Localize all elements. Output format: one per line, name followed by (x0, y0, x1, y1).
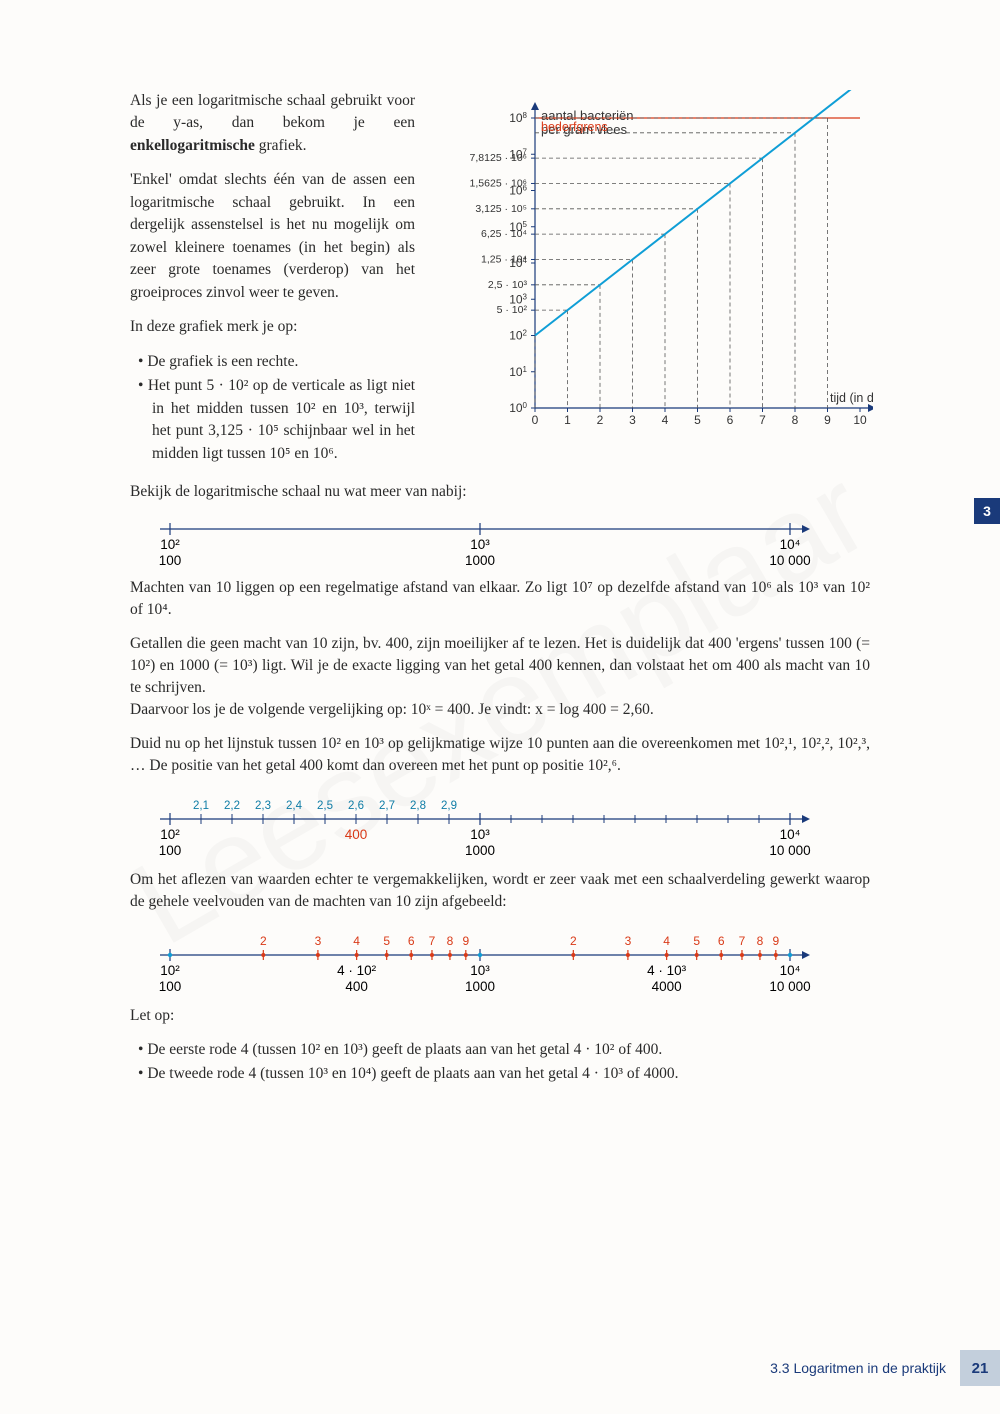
svg-text:6: 6 (727, 413, 734, 427)
svg-text:10²: 10² (160, 963, 180, 978)
svg-text:10³: 10³ (470, 827, 490, 842)
svg-text:bederfgrens: bederfgrens (541, 120, 608, 134)
svg-text:3,125 · 10⁵: 3,125 · 10⁵ (475, 203, 527, 215)
svg-text:0: 0 (532, 413, 539, 427)
svg-text:10⁴: 10⁴ (780, 537, 801, 552)
mid-p4: Daarvoor los je de volgende vergelijking… (130, 699, 870, 721)
footer-section: 3.3 Logaritmen in de praktijk (770, 1360, 946, 1376)
svg-text:4000: 4000 (652, 979, 682, 994)
svg-text:7: 7 (429, 934, 436, 948)
mid-p6: Om het aflezen van waarden echter te ver… (130, 869, 870, 913)
svg-text:4: 4 (662, 413, 669, 427)
svg-text:10 000: 10 000 (769, 553, 810, 568)
svg-text:2,1: 2,1 (193, 800, 209, 812)
svg-text:6,25 · 10⁴: 6,25 · 10⁴ (481, 228, 527, 240)
svg-text:1000: 1000 (465, 843, 495, 858)
log-chart: 012345678910tijd (in dagen)1001011021031… (443, 90, 873, 440)
svg-text:5: 5 (694, 413, 701, 427)
svg-text:8: 8 (757, 934, 764, 948)
svg-text:9: 9 (462, 934, 469, 948)
svg-text:10²: 10² (160, 537, 180, 552)
svg-text:8: 8 (792, 413, 799, 427)
log-scale-2: 10²100 10³1000 10⁴10 000 2,1 2,2 2,3 2,4 2,5 2,6… (130, 789, 830, 867)
mid-p1: Bekijk de logaritmische schaal nu wat me… (130, 481, 870, 503)
svg-text:400: 400 (345, 979, 368, 994)
log-scale-1: 10²100 10³1000 10⁴10 000 (130, 515, 830, 575)
letop-b1: De eerste rode 4 (tussen 10² en 10³) gee… (138, 1039, 870, 1061)
intro-p1c: grafiek. (255, 137, 307, 154)
svg-text:2,4: 2,4 (286, 800, 303, 812)
svg-text:7,8125 · 10⁶: 7,8125 · 10⁶ (470, 152, 527, 164)
intro-text: Als je een logaritmische schaal gebruikt… (130, 90, 415, 467)
svg-text:2: 2 (597, 413, 604, 427)
svg-text:4 · 10³: 4 · 10³ (647, 963, 687, 978)
svg-text:3: 3 (315, 934, 322, 948)
svg-text:8: 8 (447, 934, 454, 948)
svg-text:7: 7 (739, 934, 746, 948)
svg-text:102: 102 (509, 328, 527, 343)
letop-b2: De tweede rode 4 (tussen 10³ en 10⁴) gee… (138, 1063, 870, 1085)
svg-text:2,5 · 10³: 2,5 · 10³ (488, 279, 528, 291)
svg-text:4: 4 (353, 934, 360, 948)
svg-text:7: 7 (759, 413, 766, 427)
svg-text:400: 400 (345, 827, 368, 842)
svg-text:2: 2 (570, 934, 577, 948)
svg-text:9: 9 (824, 413, 831, 427)
svg-text:108: 108 (509, 111, 527, 126)
svg-text:1: 1 (564, 413, 571, 427)
intro-p2: 'Enkel' omdat slechts één van de assen e… (130, 169, 415, 304)
svg-text:1000: 1000 (465, 553, 495, 568)
svg-text:2,2: 2,2 (224, 800, 240, 812)
svg-text:101: 101 (509, 364, 527, 379)
svg-text:10³: 10³ (470, 537, 490, 552)
svg-text:10⁴: 10⁴ (780, 963, 801, 978)
svg-text:100: 100 (159, 843, 182, 858)
svg-text:2,6: 2,6 (348, 800, 364, 812)
svg-text:2,3: 2,3 (255, 800, 271, 812)
svg-text:10 000: 10 000 (769, 979, 810, 994)
mid-p3: Getallen die geen macht van 10 zijn, bv.… (130, 633, 870, 699)
mid-p5: Duid nu op het lijnstuk tussen 10² en 10… (130, 733, 870, 777)
svg-text:10 000: 10 000 (769, 843, 810, 858)
svg-text:1,5625 · 10⁶: 1,5625 · 10⁶ (470, 177, 527, 189)
intro-bold: enkellogaritmische (130, 137, 255, 154)
mid-p2: Machten van 10 liggen op een regelmatige… (130, 577, 870, 621)
svg-text:10²: 10² (160, 827, 180, 842)
svg-text:5 · 10²: 5 · 10² (497, 304, 528, 316)
svg-text:100: 100 (509, 401, 527, 416)
svg-text:100: 100 (159, 979, 182, 994)
svg-text:6: 6 (408, 934, 415, 948)
svg-text:4: 4 (663, 934, 670, 948)
svg-text:2,5: 2,5 (317, 800, 333, 812)
svg-text:10³: 10³ (470, 963, 490, 978)
svg-text:4 · 10²: 4 · 10² (337, 963, 377, 978)
intro-p3: In deze grafiek merk je op: (130, 316, 415, 338)
footer-page-number: 21 (960, 1350, 1000, 1386)
mid-p7: Let op: (130, 1005, 870, 1027)
svg-text:tijd (in dagen): tijd (in dagen) (830, 391, 873, 405)
svg-text:2,8: 2,8 (410, 800, 426, 812)
svg-text:1000: 1000 (465, 979, 495, 994)
svg-text:1,25 · 10⁴: 1,25 · 10⁴ (481, 253, 527, 265)
svg-text:100: 100 (159, 553, 182, 568)
svg-text:2,9: 2,9 (441, 800, 457, 812)
svg-text:5: 5 (383, 934, 390, 948)
svg-text:6: 6 (718, 934, 725, 948)
log-scale-3: 10²10010³100010⁴10 00023456789234567894 … (130, 925, 830, 1003)
svg-text:10⁴: 10⁴ (780, 827, 801, 842)
page-footer: 3.3 Logaritmen in de praktijk 21 (0, 1350, 1000, 1386)
intro-bullet-2: Het punt 5 · 10² op de verticale as ligt… (138, 375, 415, 465)
intro-bullet-1: De grafiek is een rechte. (138, 351, 415, 373)
svg-text:5: 5 (693, 934, 700, 948)
svg-text:2: 2 (260, 934, 267, 948)
svg-text:2,7: 2,7 (379, 800, 395, 812)
svg-text:3: 3 (629, 413, 636, 427)
svg-text:3: 3 (625, 934, 632, 948)
intro-p1a: Als je een logaritmische schaal gebruikt… (130, 92, 415, 131)
svg-text:9: 9 (772, 934, 779, 948)
svg-text:10: 10 (853, 413, 867, 427)
